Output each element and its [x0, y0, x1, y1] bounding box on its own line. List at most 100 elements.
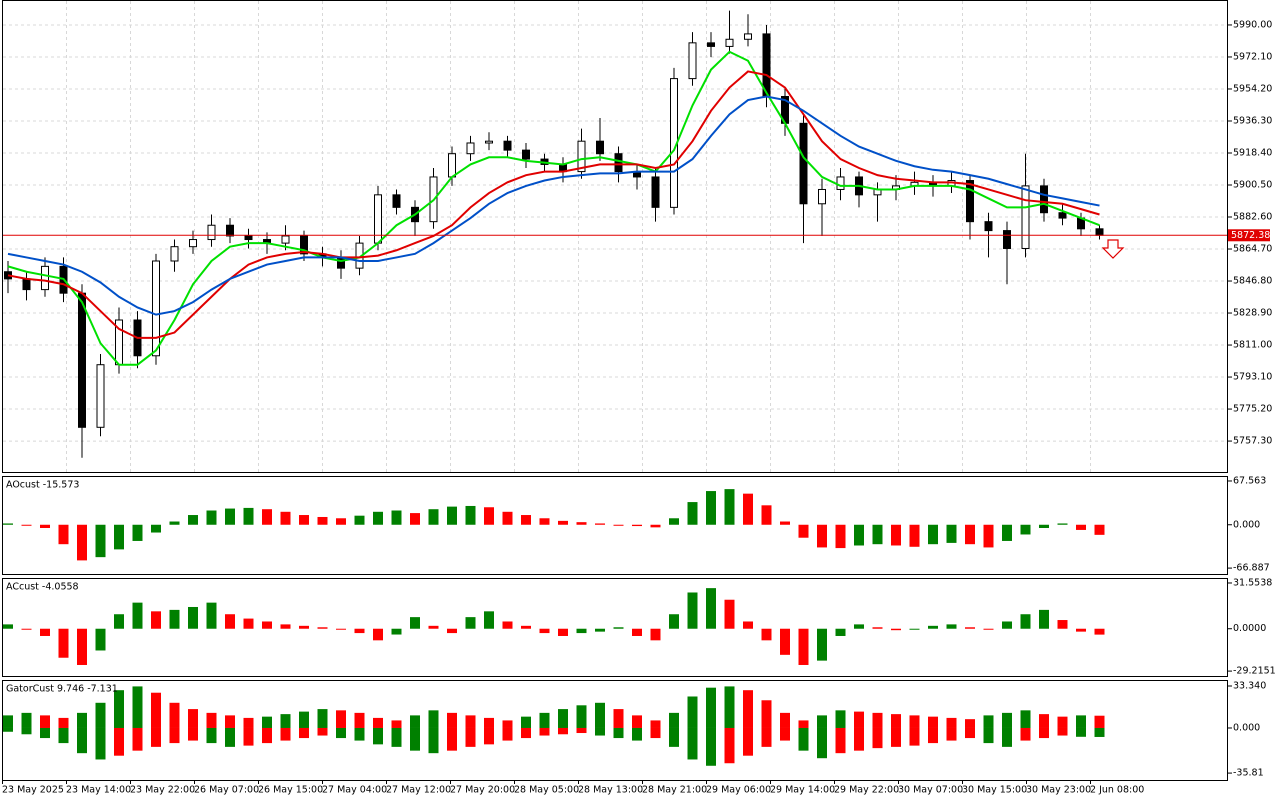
histogram-bar	[373, 628, 383, 641]
x-tick-label: 23 May 2025	[2, 785, 64, 796]
gator-bar	[835, 710, 846, 728]
candle-body	[725, 38, 734, 47]
gator-bar	[632, 727, 642, 741]
histogram-bar	[835, 628, 846, 636]
candle-body	[207, 224, 216, 241]
gator-bar	[1020, 727, 1031, 741]
y-tick-label: 5775.20	[1233, 404, 1272, 415]
gator-bar	[299, 711, 309, 728]
x-tick-label: 27 May 20:00	[450, 785, 515, 796]
candle-body	[1095, 228, 1104, 236]
histogram-bar	[521, 625, 531, 629]
indicator-label: ACcust -4.0558	[6, 582, 79, 593]
gator-bar	[40, 727, 50, 739]
histogram-bar	[835, 524, 846, 549]
histogram-bar	[354, 628, 365, 634]
histogram-bar	[465, 505, 476, 525]
y-tick-label: 5793.10	[1233, 372, 1272, 383]
histogram-bar	[40, 524, 50, 528]
gator-bar	[650, 727, 661, 739]
candle-body	[836, 176, 845, 190]
gator-bar	[521, 727, 531, 739]
histogram-bar	[521, 515, 531, 525]
histogram-bar	[3, 624, 13, 629]
candle-body	[78, 292, 86, 428]
gator-bar	[817, 715, 827, 728]
gator-bar	[447, 712, 457, 728]
y-tick-label: 5864.70	[1233, 244, 1272, 255]
candle-body	[281, 235, 290, 244]
gator-bar	[891, 727, 901, 747]
x-tick-label: 28 May 13:00	[578, 785, 643, 796]
histogram-bar	[114, 614, 124, 629]
gator-bar	[872, 712, 883, 728]
histogram-bar	[280, 511, 291, 525]
histogram-bar	[965, 524, 975, 545]
histogram-bar	[1076, 628, 1086, 632]
histogram-bar	[3, 523, 13, 525]
histogram-bar	[447, 506, 457, 525]
histogram-bar	[243, 618, 254, 629]
histogram-bar	[428, 625, 439, 629]
histogram-bar	[95, 628, 106, 651]
histogram-bar	[946, 524, 957, 543]
histogram-bar	[798, 524, 809, 538]
histogram-bar	[428, 509, 439, 525]
gator-bar	[928, 716, 938, 728]
gator-bar	[484, 727, 494, 745]
histogram-bar	[77, 524, 87, 561]
marks	[3, 10, 1270, 766]
candle-body	[152, 260, 160, 357]
current-price-label: 5872.38	[1231, 230, 1270, 241]
histogram-bar	[687, 592, 698, 629]
moving-average-line	[7, 50, 1100, 366]
histogram-bar	[891, 628, 901, 631]
candle-body	[448, 153, 456, 178]
x-tick-label: 29 May 06:00	[706, 785, 771, 796]
gator-bar	[909, 715, 920, 728]
y-tick-label: 5972.10	[1233, 51, 1272, 62]
histogram-bar	[151, 611, 161, 629]
histogram-bar	[169, 521, 180, 525]
gator-bar	[40, 715, 50, 728]
histogram-bar	[21, 524, 32, 526]
gator-bar	[336, 710, 346, 728]
histogram-bar	[595, 523, 605, 525]
gator-bar	[1020, 710, 1031, 728]
gator-bar	[595, 702, 605, 728]
y-tick-label: 0.0000	[1233, 623, 1266, 634]
candle-body	[614, 153, 623, 173]
gator-bar	[391, 720, 402, 728]
gator-bar	[909, 727, 920, 746]
x-tick-label: 23 May 14:00	[66, 785, 131, 796]
histogram-bar	[650, 628, 661, 641]
gator-bar	[817, 727, 827, 759]
sell-arrow	[1101, 239, 1125, 259]
histogram-bar	[576, 522, 587, 525]
histogram-bar	[632, 628, 642, 636]
gator-bar	[854, 711, 864, 728]
histogram-bar	[558, 628, 568, 636]
histogram-bar	[595, 628, 605, 632]
gator-bar	[132, 686, 143, 728]
histogram-bar	[169, 609, 180, 629]
gator-bar	[706, 687, 716, 728]
gator-bar	[502, 720, 513, 728]
histogram-bar	[410, 617, 420, 629]
gator-bar	[373, 727, 383, 745]
histogram-bar	[188, 606, 198, 629]
candle-body	[1021, 185, 1030, 249]
gator-bar	[835, 727, 846, 754]
histogram-bar	[706, 588, 716, 629]
gator-bar	[521, 716, 531, 728]
histogram-bar	[761, 505, 772, 525]
gator-bar	[1057, 716, 1068, 728]
gator-bar	[410, 727, 420, 751]
gator-bar	[965, 727, 975, 739]
gator-bar	[780, 727, 790, 741]
histogram-bar	[872, 524, 883, 545]
histogram-bar	[1002, 524, 1012, 541]
y-tick-label: 5900.50	[1233, 180, 1272, 191]
histogram-bar	[225, 508, 235, 525]
histogram-bar	[299, 625, 309, 629]
